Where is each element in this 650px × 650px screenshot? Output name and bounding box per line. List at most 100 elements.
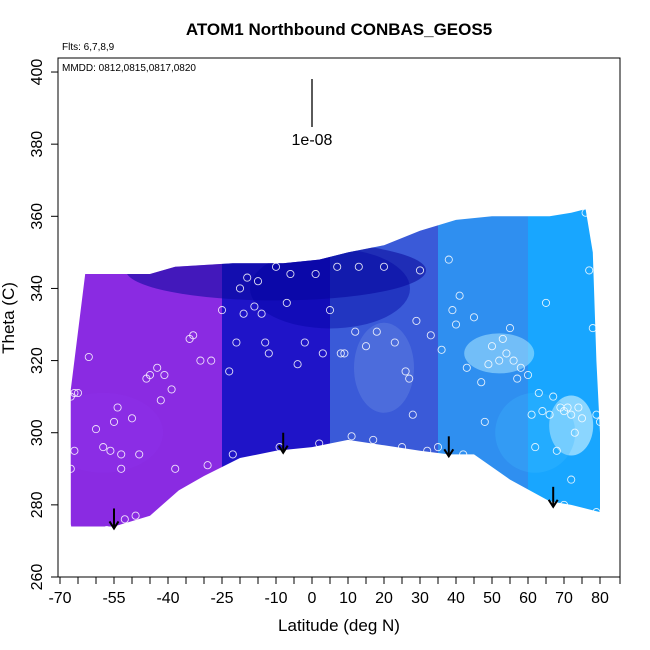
sample-point — [70, 446, 79, 455]
sample-point — [545, 410, 554, 419]
sample-point — [408, 410, 417, 419]
x-tick-label: 50 — [483, 590, 501, 607]
sample-point — [153, 363, 162, 372]
sample-point — [574, 403, 583, 412]
purple-shading — [70, 392, 164, 473]
y-tick-label: 380 — [29, 131, 46, 158]
sample-point — [426, 331, 435, 340]
sample-point — [243, 273, 252, 282]
sample-point — [127, 414, 137, 423]
sample-point — [228, 450, 237, 459]
sample-point — [588, 324, 597, 333]
sample-point — [336, 349, 345, 358]
sample-point — [189, 331, 198, 340]
y-tick-label: 360 — [29, 203, 46, 230]
sample-point — [495, 356, 504, 365]
sample-point — [282, 298, 291, 307]
x-tick-label: -70 — [48, 590, 71, 607]
sample-point — [405, 374, 414, 383]
sample-point — [311, 269, 320, 279]
tropical-band-shading — [354, 322, 414, 413]
y-tick-label: 300 — [29, 419, 46, 446]
sample-point — [401, 367, 410, 376]
sample-point — [361, 342, 371, 351]
sample-point — [567, 475, 576, 484]
x-tick-label: -40 — [156, 590, 179, 607]
sample-point — [455, 291, 464, 300]
sample-point — [451, 320, 461, 329]
flight-arrow — [443, 436, 455, 459]
sample-point — [318, 349, 327, 358]
sample-point — [369, 435, 378, 444]
chart-title: ATOM1 Northbound CONBAS_GEOS5 — [186, 20, 492, 39]
sample-point — [286, 269, 295, 279]
x-axis-label: Latitude (deg N) — [278, 616, 400, 635]
sample-point — [592, 508, 601, 517]
sample-point — [131, 511, 140, 520]
sample-point — [412, 316, 421, 325]
y-tick-label: 340 — [29, 275, 46, 302]
sample-point — [167, 385, 176, 394]
sample-point — [351, 327, 360, 336]
sample-point — [487, 342, 497, 351]
sample-point — [538, 407, 547, 416]
sample-point — [271, 262, 281, 271]
sample-point — [534, 388, 543, 398]
flight-arrow — [108, 508, 120, 531]
sample-point — [570, 428, 579, 437]
light-blue-shading — [495, 392, 576, 473]
x-tick-label: 10 — [339, 590, 357, 607]
sample-point — [207, 356, 216, 365]
sample-point — [340, 349, 349, 358]
sample-point — [109, 417, 119, 426]
x-tick-label: -10 — [264, 590, 287, 607]
sample-point — [160, 370, 169, 380]
sample-point — [595, 417, 605, 426]
sample-point — [516, 363, 525, 372]
sample-point — [448, 306, 457, 315]
sample-point — [225, 367, 234, 376]
sample-point — [117, 450, 126, 459]
sample-point — [549, 392, 558, 401]
sample-point — [415, 266, 425, 275]
x-tick-label: 30 — [411, 590, 429, 607]
sample-point — [63, 522, 72, 531]
sample-point — [577, 414, 587, 423]
sample-point — [444, 255, 453, 264]
sample-point — [135, 450, 144, 459]
x-tick-label: 80 — [591, 590, 609, 607]
sample-point — [333, 262, 342, 271]
sample-point — [531, 443, 540, 452]
sample-point — [99, 443, 108, 452]
sample-point — [523, 370, 533, 380]
x-tick-label: 70 — [555, 590, 573, 607]
sample-point — [462, 363, 471, 372]
flight-arrows — [108, 432, 559, 531]
sample-point — [581, 208, 590, 217]
sample-point — [91, 425, 101, 434]
sample-point — [84, 352, 93, 362]
sample-point — [433, 443, 443, 452]
sample-point — [480, 417, 489, 426]
sample-point — [117, 464, 126, 473]
sample-point — [293, 360, 302, 369]
sample-point — [145, 370, 155, 380]
sample-point — [567, 410, 576, 419]
sample-point — [552, 446, 561, 455]
sample-point — [253, 277, 263, 286]
sample-point — [300, 338, 309, 347]
sample-point — [113, 403, 122, 412]
sample-points — [63, 208, 605, 535]
y-tick-label: 260 — [29, 564, 46, 591]
sample-point — [563, 403, 572, 412]
sample-point — [264, 349, 273, 358]
sample-point — [217, 306, 227, 315]
sample-point — [484, 360, 493, 369]
bright-patch-shading — [464, 333, 535, 374]
sample-point — [257, 309, 266, 318]
sample-point — [390, 338, 399, 347]
y-tick-label: 280 — [29, 491, 46, 518]
sample-point — [527, 410, 536, 419]
dark-core-shading — [250, 248, 410, 329]
sample-point — [372, 327, 381, 336]
